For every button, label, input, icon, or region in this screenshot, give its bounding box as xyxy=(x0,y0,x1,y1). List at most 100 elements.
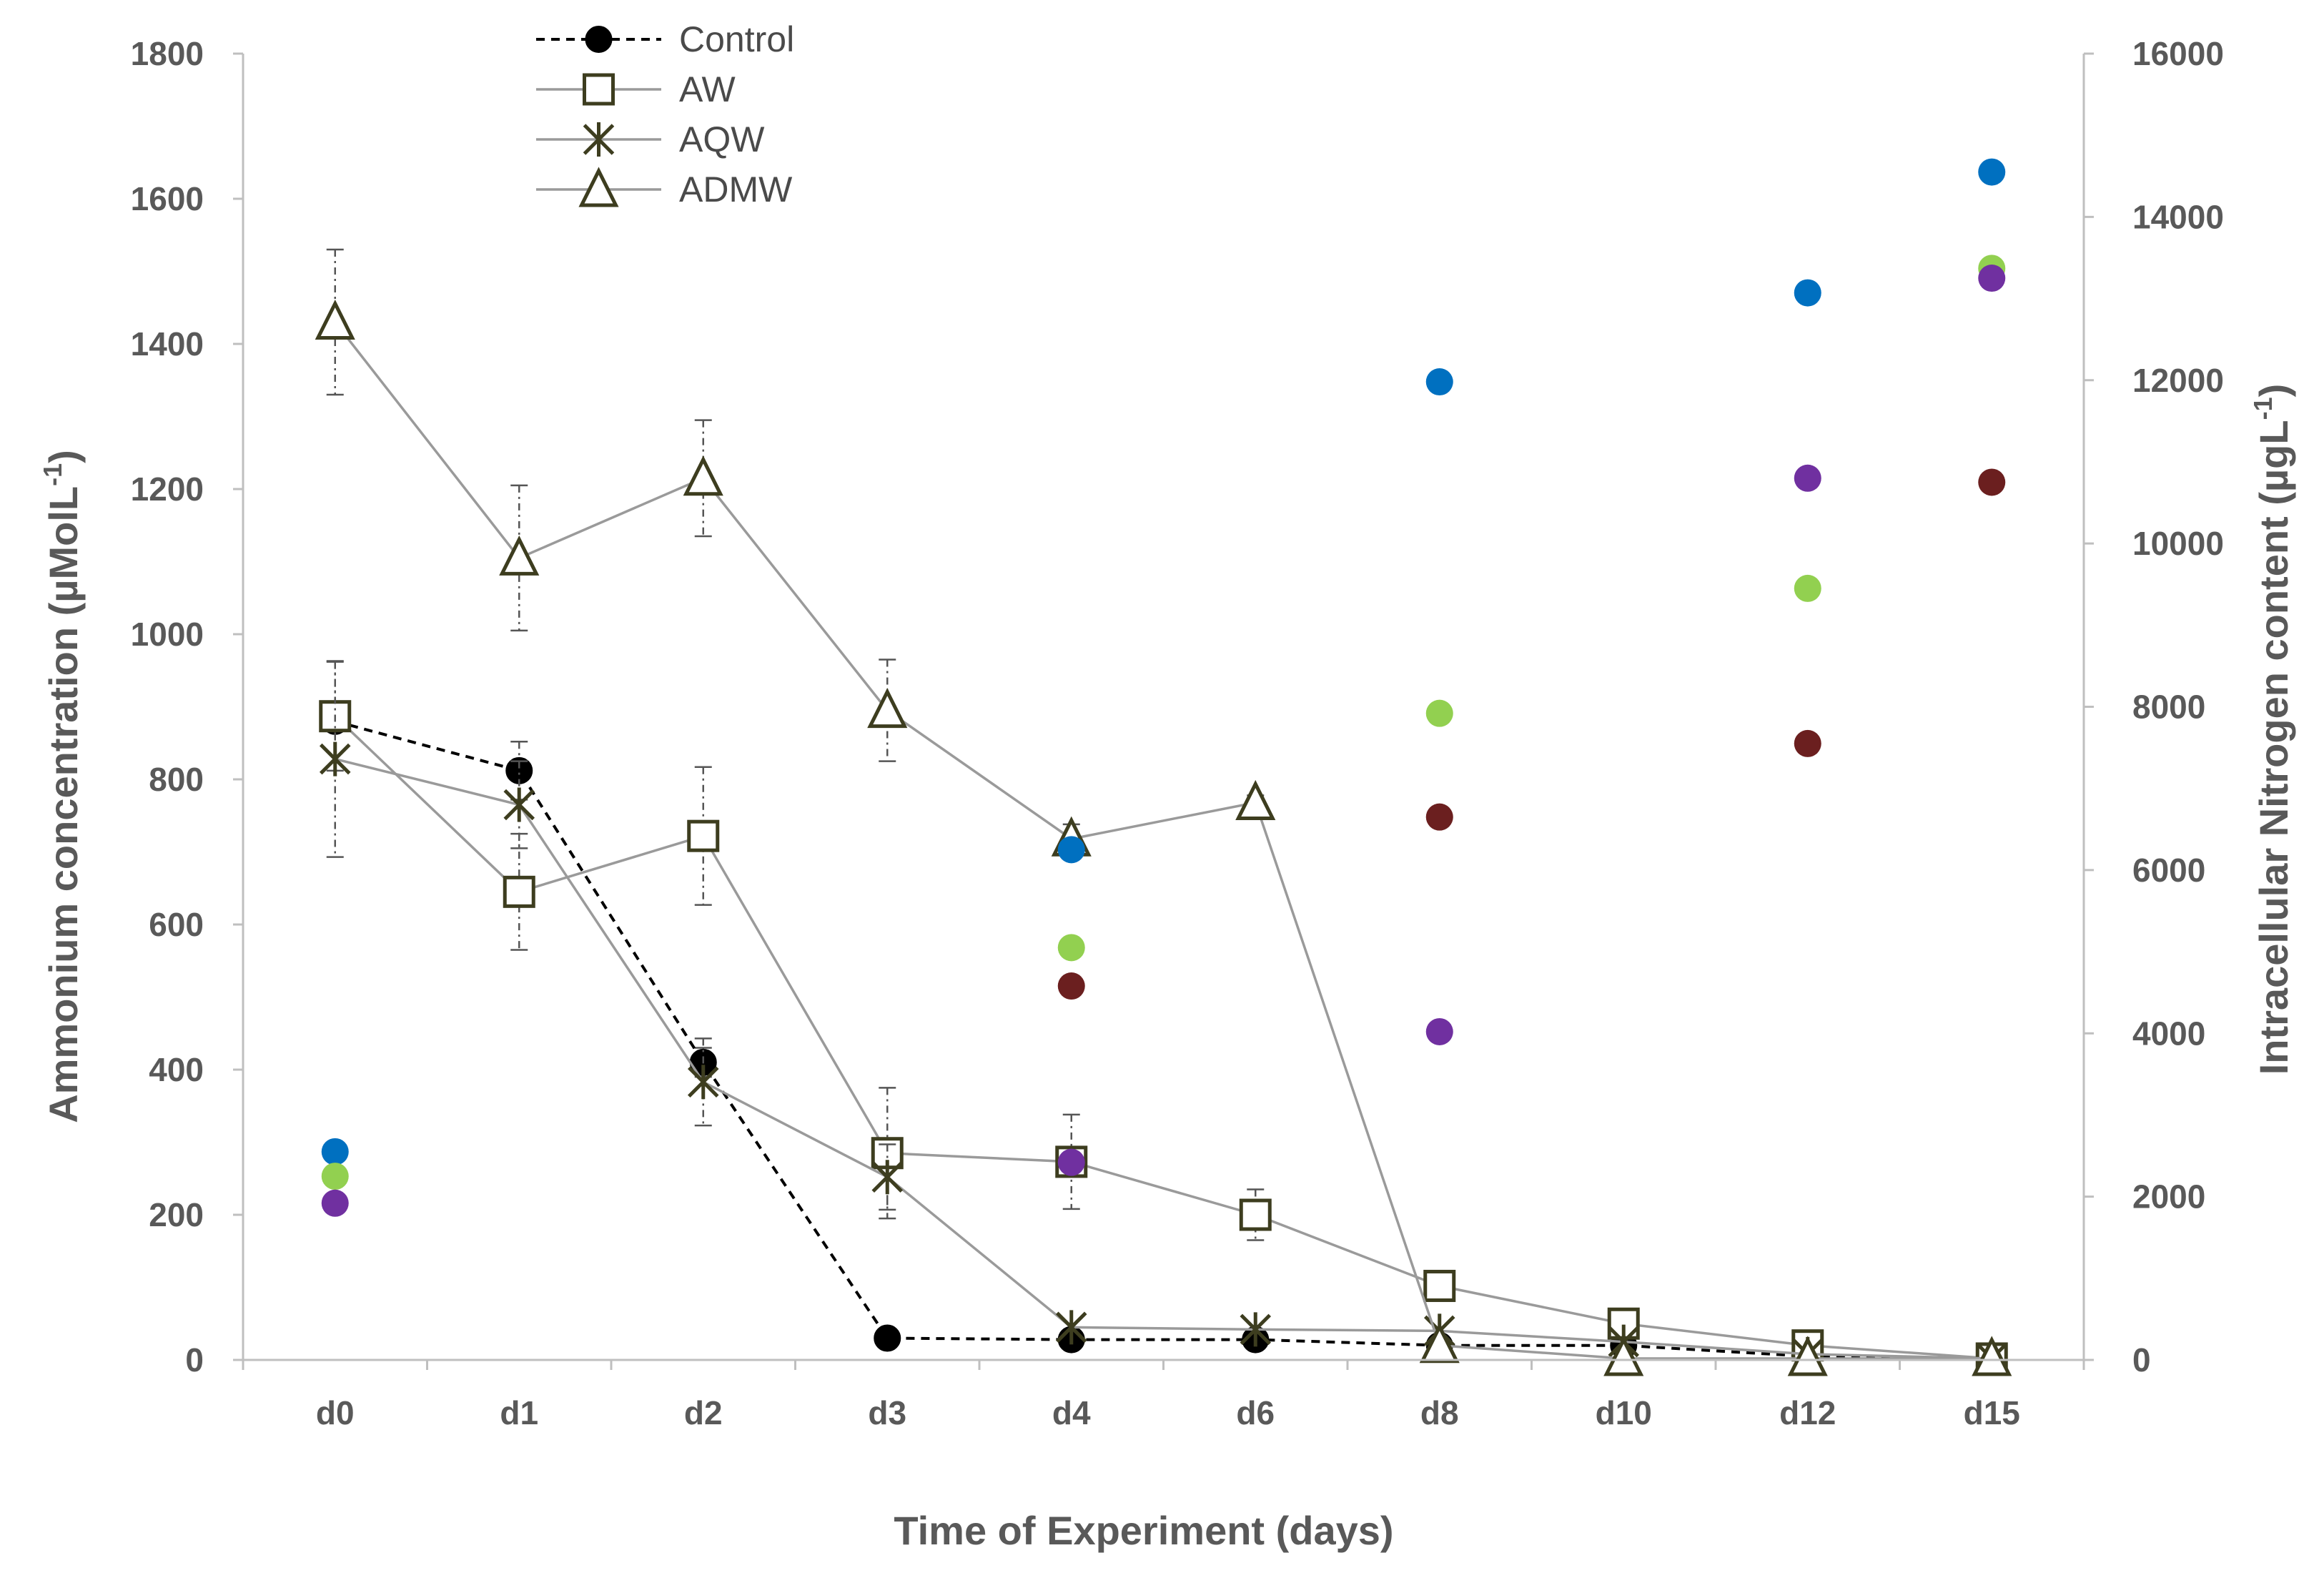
scatter-point-green xyxy=(1425,699,1453,727)
series-line-control xyxy=(335,719,1992,1360)
legend-item-control: Control xyxy=(536,19,794,59)
plot-area xyxy=(315,158,2012,1376)
y2-tick-label: 12000 xyxy=(2132,362,2224,399)
scatter-point-dark-red xyxy=(1978,468,2006,496)
y-tick-label: 1400 xyxy=(131,325,204,363)
series-admw xyxy=(315,248,2012,1376)
point-admw-shape xyxy=(1787,1336,1828,1376)
y-axis-title-end: ) xyxy=(41,450,86,463)
x-tick-label: d15 xyxy=(1964,1394,2020,1431)
point-admw-shape xyxy=(1419,1323,1460,1364)
legend-marker-aqw xyxy=(583,122,615,157)
y-tick-label: 800 xyxy=(149,761,204,798)
scatter-point-purple xyxy=(1794,464,1821,492)
scatter-point-purple xyxy=(1425,1017,1453,1045)
point-admw xyxy=(499,535,540,576)
scatter-point-green xyxy=(1057,934,1085,962)
point-admw-shape xyxy=(499,535,540,576)
legend-label-aqw: AQW xyxy=(679,119,765,159)
y2-axis-title-sup: -1 xyxy=(2248,397,2278,420)
point-aqw xyxy=(503,787,535,822)
y-tick-label: 1200 xyxy=(131,470,204,508)
x-tick-label: d12 xyxy=(1779,1394,1836,1431)
legend-marker-aw xyxy=(583,73,615,106)
point-aqw xyxy=(871,1160,904,1195)
legend-marker-aw-shape xyxy=(583,73,615,106)
x-tick-label: d2 xyxy=(684,1394,723,1431)
scatter-point-green xyxy=(321,1163,349,1190)
point-aqw xyxy=(1055,1310,1087,1345)
scatter-point-purple xyxy=(321,1189,349,1217)
y-axis-title: Ammonium concentration (µMolL-1) xyxy=(38,450,86,1123)
legend-label-control: Control xyxy=(679,19,794,59)
point-aqw-shape xyxy=(871,1160,904,1195)
y2-tick-label: 16000 xyxy=(2132,35,2224,72)
point-aqw-shape xyxy=(687,1065,719,1100)
x-tick-label: d1 xyxy=(500,1394,538,1431)
y-tick-label: 200 xyxy=(149,1196,204,1233)
y2-axis-title-end: ) xyxy=(2251,384,2296,398)
point-admw xyxy=(315,299,355,340)
y-tick-label: 600 xyxy=(149,906,204,943)
legend-marker-admw xyxy=(578,167,619,207)
y2-tick-label: 6000 xyxy=(2132,852,2205,889)
point-admw xyxy=(1787,1336,1828,1376)
point-aw-shape xyxy=(1239,1198,1272,1231)
legend-label-aw: AW xyxy=(679,69,736,109)
point-aw xyxy=(1239,1198,1272,1231)
scatter-dark-red xyxy=(1057,468,2006,1000)
scatter-point-green xyxy=(1794,574,1821,602)
x-tick-label: d3 xyxy=(868,1394,906,1431)
series-line-admw xyxy=(334,321,1992,1360)
series-line-aqw xyxy=(335,757,1992,1360)
series-aw xyxy=(319,661,2008,1375)
y2-tick-label: 0 xyxy=(2132,1341,2151,1379)
y-tick-label: 1000 xyxy=(131,616,204,653)
scatter-point-blue xyxy=(1794,279,1821,307)
x-tick-label: d10 xyxy=(1596,1394,1652,1431)
point-admw xyxy=(867,687,908,729)
y2-tick-label: 14000 xyxy=(2132,198,2224,235)
point-admw-shape xyxy=(1603,1336,1644,1376)
point-admw xyxy=(1419,1323,1460,1364)
legend-item-aqw: AQW xyxy=(536,119,765,159)
y-tick-label: 400 xyxy=(149,1051,204,1088)
point-aqw-shape xyxy=(503,787,535,822)
y2-tick-label: 2000 xyxy=(2132,1178,2205,1216)
legend: Control AW AQW ADMW xyxy=(536,19,794,209)
y-tick-label: 0 xyxy=(185,1341,204,1379)
scatter-point-blue xyxy=(321,1138,349,1165)
legend-marker-control-shape xyxy=(585,26,613,53)
point-admw xyxy=(1972,1336,2012,1376)
x-tick-label: d0 xyxy=(316,1394,355,1431)
point-control xyxy=(874,1324,901,1352)
legend-marker-control xyxy=(585,26,613,53)
y2-axis-title-main: Intracellular Nitrogen content (µgL xyxy=(2251,420,2296,1075)
point-admw-shape xyxy=(1972,1336,2012,1376)
point-aqw xyxy=(687,1065,719,1100)
point-admw-shape xyxy=(315,299,355,340)
scatter-purple xyxy=(321,265,2006,1217)
scatter-green xyxy=(321,255,2006,1190)
series-aqw xyxy=(319,660,2008,1376)
point-aqw xyxy=(1240,1312,1272,1347)
scatter-point-blue xyxy=(1978,158,2006,186)
point-aw xyxy=(503,875,535,908)
x-tick-label: d6 xyxy=(1236,1394,1275,1431)
point-admw-shape xyxy=(683,455,723,496)
point-admw-shape xyxy=(1235,779,1276,820)
point-admw xyxy=(1235,779,1276,820)
scatter-point-blue xyxy=(1057,836,1085,864)
point-admw xyxy=(683,455,723,496)
x-tick-label: d8 xyxy=(1420,1394,1459,1431)
x-tick-label: d4 xyxy=(1052,1394,1091,1431)
point-aw xyxy=(1423,1269,1456,1302)
point-admw xyxy=(1603,1336,1644,1376)
legend-marker-admw-shape xyxy=(578,167,619,207)
legend-item-aw: AW xyxy=(536,69,736,109)
y-tick-label: 1800 xyxy=(131,35,204,72)
point-aw-shape xyxy=(1423,1269,1456,1302)
axes: 0 200 400 600 800 1000 1200 1400 1600 1800 0 2000 40… xyxy=(131,35,2224,1431)
point-aw-shape xyxy=(503,875,535,908)
